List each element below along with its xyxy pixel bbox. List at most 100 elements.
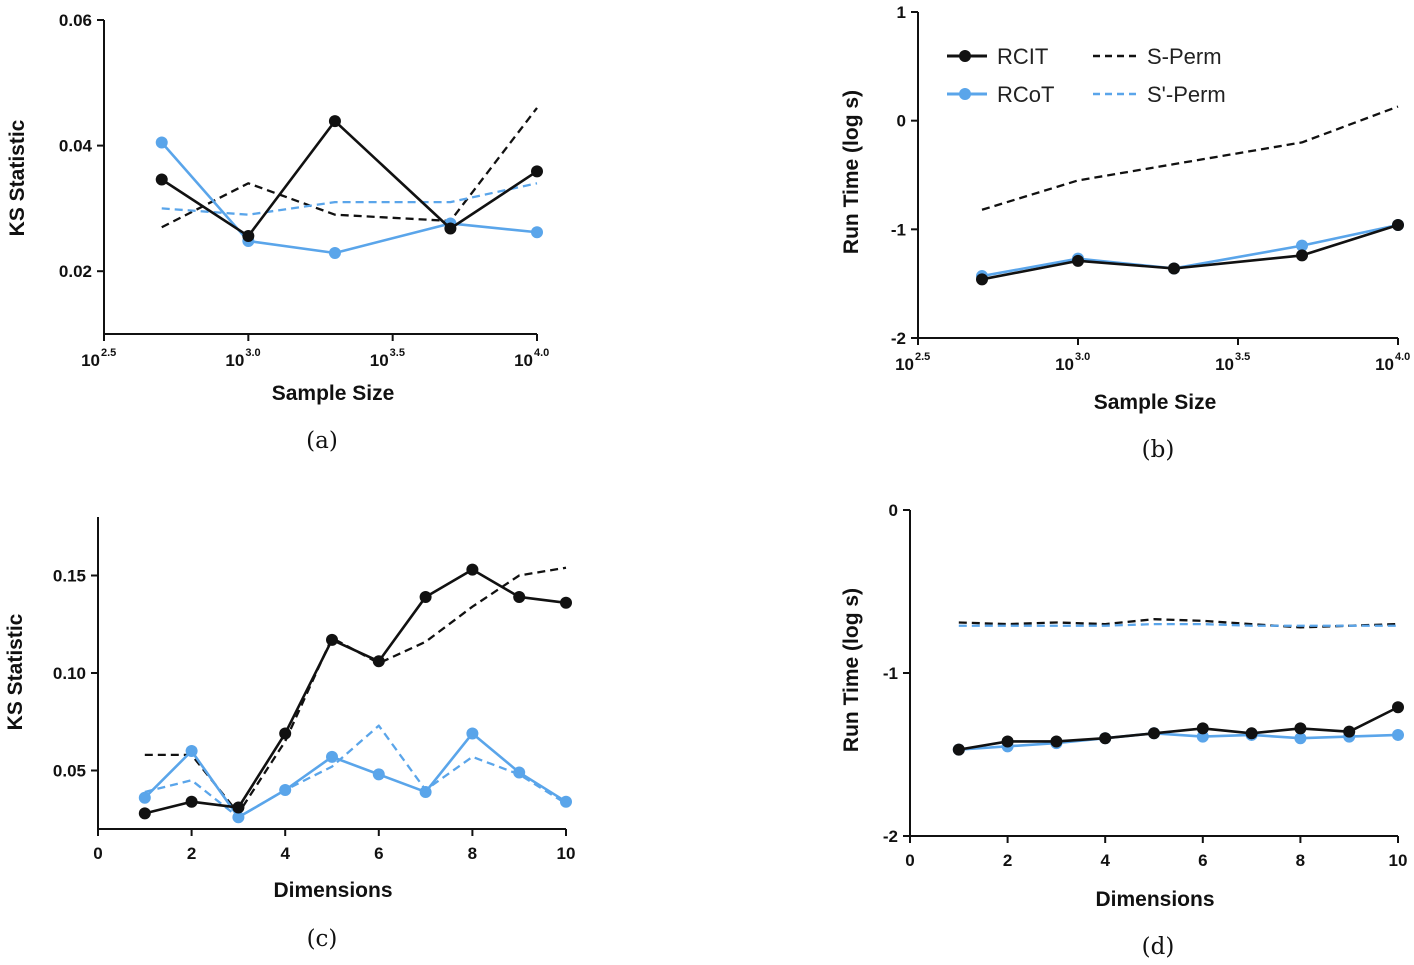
panel-b-ytick-label: -2 [891,329,906,348]
panel-d-xtick-label: 4 [1100,851,1110,870]
panel-a-xtick-exponent: 4.0 [534,347,549,359]
panel-d-runtime-vs-dimensions: -2 -1 0 0 2 4 6 8 10 Dimensions Run Time (log s)… [840,501,1407,960]
panel-a-xtick-label: 10 [514,351,533,370]
panel-d-xtick-label: 10 [1389,851,1408,870]
legend-rcit-label: RCIT [997,44,1048,69]
panel-c-series-rcot-point [326,750,338,763]
panel-c-series-rcot-point [513,766,526,779]
panel-d-series-rcit-point [1343,725,1356,738]
panel-b-xtick-label: 10 [1215,355,1234,374]
legend-rcot-label: RCoT [997,82,1054,107]
panel-c-xlabel: Dimensions [273,879,392,902]
panel-c-xtick-label: 8 [468,844,477,863]
panel-b-xtick-label: 10 [1375,355,1394,374]
panel-b-ytick-label: 0 [897,112,906,131]
panel-c-xtick-label: 2 [187,844,196,863]
panel-c-series-sperm-line [144,566,567,815]
panel-b-series-rcit-point [1072,254,1084,267]
panel-b-xtick-label: 10 [895,355,914,374]
panel-b-ylabel: Run Time (log s) [840,90,863,254]
panel-d-series-rcit-point [1196,722,1209,735]
panel-c-ks-vs-dimensions: 0.05 0.10 0.15 0 2 4 6 8 10 Dimensions KS Statis… [4,517,575,952]
panel-c-series-rcit-point [279,727,292,740]
panel-a-ytick-label: 0.04 [59,137,93,156]
panel-d-ytick-label: 0 [889,501,898,520]
panel-c-series-rcit-point [372,655,385,668]
panel-a-xtick-exponent: 2.5 [101,347,116,359]
panel-c-series-rcot-point [232,811,245,824]
panel-b-xtick-exponent: 2.5 [915,351,930,363]
legend-sprimeperm-label: S'-Perm [1147,82,1226,107]
panel-a-ylabel: KS Statistic [6,119,29,236]
panel-c-ytick-label: 0.05 [53,762,86,781]
panel-a-series-rcit-point [242,230,255,243]
panel-c-xtick-label: 4 [280,844,290,863]
panel-c-series-rcot-point [185,745,198,757]
panel-c-series-rcot-point [138,791,151,804]
panel-d-xtick-label: 2 [1003,851,1012,870]
panel-c-ytick-label: 0.10 [53,664,86,683]
panel-c-xtick-label: 6 [374,844,383,863]
panel-b-caption: (b) [1142,437,1175,463]
panel-c-series-rcit-point [326,633,338,646]
panel-d-caption: (d) [1142,934,1175,960]
legend-sperm-label: S-Perm [1147,44,1222,69]
panel-a-xlabel: Sample Size [272,382,395,405]
panel-c-series-rcit-point [466,563,479,576]
panel-c-series-rcit-point [560,596,572,609]
panel-d-series-sprimeperm-line [958,622,1398,627]
panel-b-xtick-exponent: 4.0 [1395,351,1410,363]
panel-d-series-rcit-point [1099,732,1112,745]
panel-b-xlabel: Sample Size [1094,391,1217,414]
panel-a-series-rcit-line [161,119,538,238]
panel-d-series-rcit-point [952,743,965,756]
panel-d-series-rcit-line [958,706,1399,751]
panel-d-xtick-label: 0 [905,851,914,870]
panel-d-series-rcit-point [1294,722,1307,735]
panel-a-xtick-label: 10 [81,351,100,370]
panel-b-series-rcot-point [1296,239,1308,252]
panel-c-series-rcot-point [419,785,432,798]
panel-a-series-sperm-line [161,107,538,229]
panel-c-caption: (c) [307,926,338,952]
panel-c-series-rcit-point [419,590,432,603]
panel-c-ytick-label: 0.15 [53,567,86,586]
panel-b-series-rcit-point [1296,249,1308,262]
panel-a-series-rcit-point [444,222,457,235]
panel-a-series-rcot-point [328,246,341,259]
panel-d-series-rcit-point [1001,735,1014,748]
panel-b-xtick-exponent: 3.0 [1075,351,1090,363]
panel-d-xtick-label: 8 [1296,851,1305,870]
panel-c-series-rcit-line [144,568,567,815]
panel-d-series-rcit-point [1245,727,1258,740]
panel-c-xtick-label: 0 [93,844,102,863]
panel-b-xtick-exponent: 3.5 [1235,351,1250,363]
panel-d-series-rcot-point [1294,732,1307,745]
panel-a-series-rcit-point [328,115,341,128]
panel-a-ytick-label: 0.06 [59,11,92,30]
panel-c-series-rcot-point [279,784,292,796]
panel-a-xtick-exponent: 3.5 [390,347,405,359]
panel-a-xtick-label: 10 [370,351,389,370]
panel-a-series-rcit-point [155,173,168,186]
panel-b-series-sperm-line [981,105,1399,211]
panel-b-series-rcit-point [1392,218,1404,231]
panel-c-series-rcot-point [372,768,385,781]
panel-c-series-rcot-point [466,727,479,740]
panel-a-series-rcot-line [160,141,538,255]
panel-a-xtick-exponent: 3.0 [245,347,260,359]
legend-rcot-marker [959,88,971,100]
panel-b-series-rcit-point [976,273,988,286]
panel-a-series-rcit-point [531,165,543,178]
panel-d-xtick-label: 6 [1198,851,1207,870]
panel-a-series-sprimeperm-line [161,182,538,216]
panel-c-series-rcit-point [513,590,526,603]
panel-c-series-rcit-point [185,795,198,808]
panel-a-ytick-label: 0.02 [59,262,92,281]
panel-c-series-rcot-point [560,795,572,808]
